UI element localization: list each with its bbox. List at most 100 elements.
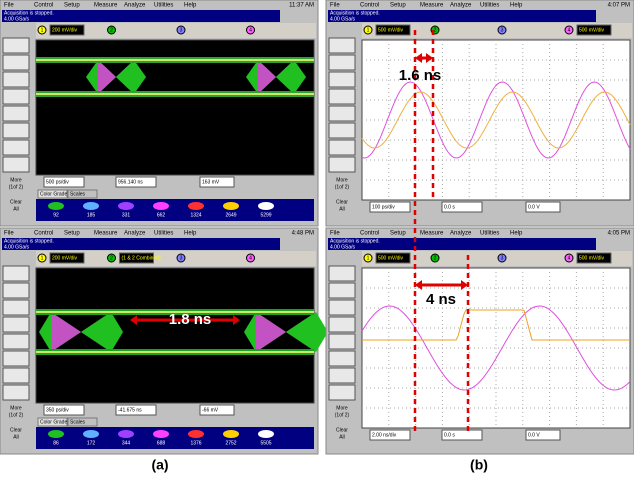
tool-button[interactable] xyxy=(329,351,355,366)
channel-id: 4 xyxy=(249,255,252,261)
grade-value: 1324 xyxy=(190,212,201,218)
tool-button[interactable] xyxy=(329,317,355,332)
tool-button[interactable] xyxy=(3,38,29,53)
tool-button[interactable] xyxy=(329,72,355,87)
menu-item[interactable]: Setup xyxy=(390,3,406,9)
side-button[interactable]: Clear xyxy=(336,427,348,433)
side-button[interactable]: More xyxy=(10,177,22,183)
side-button[interactable]: (1of 2) xyxy=(335,184,350,190)
side-button[interactable]: All xyxy=(339,434,345,440)
menu-item[interactable]: Analyze xyxy=(124,3,146,9)
side-button[interactable]: All xyxy=(13,206,19,212)
tab-label: Color Grade xyxy=(40,419,67,425)
side-button[interactable]: Clear xyxy=(10,199,22,205)
tool-button[interactable] xyxy=(329,89,355,104)
tool-button[interactable] xyxy=(3,368,29,383)
side-button[interactable]: Clear xyxy=(336,199,348,205)
tool-button[interactable] xyxy=(329,140,355,155)
menu-item[interactable]: Setup xyxy=(64,3,80,9)
side-button[interactable]: Clear xyxy=(10,427,22,433)
grade-swatch xyxy=(223,430,239,438)
grade-value: 2649 xyxy=(225,212,236,218)
status-text: 4.00 GSa/s xyxy=(4,244,30,250)
grade-value: 688 xyxy=(157,440,166,446)
tool-button[interactable] xyxy=(3,385,29,400)
tool-button[interactable] xyxy=(3,157,29,172)
side-button[interactable]: All xyxy=(13,434,19,440)
menu-item[interactable]: Setup xyxy=(390,231,406,237)
menu-item[interactable]: Utilities xyxy=(154,231,173,237)
menu-item[interactable]: Utilities xyxy=(480,3,499,9)
tool-button[interactable] xyxy=(329,106,355,121)
menu-item[interactable]: Analyze xyxy=(124,231,146,237)
tool-button[interactable] xyxy=(329,385,355,400)
grade-value: 662 xyxy=(157,212,166,218)
channel-scale: (1 & 2 Combined) xyxy=(122,255,162,261)
tool-button[interactable] xyxy=(3,140,29,155)
menu-item[interactable]: Utilities xyxy=(480,231,499,237)
tool-button[interactable] xyxy=(3,123,29,138)
side-button[interactable]: More xyxy=(336,177,348,183)
menu-item[interactable]: Help xyxy=(510,231,523,237)
caption: (b) xyxy=(470,457,488,473)
tool-button[interactable] xyxy=(3,266,29,281)
menu-item[interactable]: Analyze xyxy=(450,3,472,9)
grade-value: 5299 xyxy=(260,212,271,218)
menu-item[interactable]: Setup xyxy=(64,231,80,237)
figure: File Control Setup Measure Analyze Utilities H… xyxy=(0,0,634,478)
side-button[interactable]: (1of 2) xyxy=(9,184,24,190)
channel-id: 2 xyxy=(110,255,113,261)
tool-button[interactable] xyxy=(329,283,355,298)
tool-button[interactable] xyxy=(3,55,29,70)
tool-button[interactable] xyxy=(329,157,355,172)
grade-strip xyxy=(36,199,314,221)
status-text: 4.00 GSa/s xyxy=(330,16,356,22)
side-button[interactable]: More xyxy=(10,405,22,411)
menu-item[interactable]: Help xyxy=(510,3,523,9)
grade-value: 172 xyxy=(87,440,96,446)
grade-swatch xyxy=(83,430,99,438)
side-button[interactable]: (1of 2) xyxy=(335,412,350,418)
tool-button[interactable] xyxy=(3,72,29,87)
tool-button[interactable] xyxy=(329,300,355,315)
tool-button[interactable] xyxy=(329,55,355,70)
menu-item[interactable]: Measure xyxy=(420,3,444,9)
tool-button[interactable] xyxy=(3,283,29,298)
tool-button[interactable] xyxy=(3,317,29,332)
channel-id: 2 xyxy=(110,27,113,33)
menu-item[interactable]: Control xyxy=(360,231,379,237)
menu-item[interactable]: Control xyxy=(34,231,53,237)
side-button[interactable]: More xyxy=(336,405,348,411)
menu-item[interactable]: Control xyxy=(360,3,379,9)
menu-item[interactable]: File xyxy=(330,3,340,9)
tool-button[interactable] xyxy=(3,351,29,366)
menu-item[interactable]: File xyxy=(4,3,14,9)
tool-button[interactable] xyxy=(329,368,355,383)
menu-item[interactable]: File xyxy=(4,231,14,237)
menu-item[interactable]: Control xyxy=(34,3,53,9)
menu-item[interactable]: Utilities xyxy=(154,3,173,9)
tool-button[interactable] xyxy=(3,89,29,104)
setting-value: 500 ps/div xyxy=(46,179,69,185)
menu-item[interactable]: Measure xyxy=(94,231,118,237)
menu-item[interactable]: Measure xyxy=(420,231,444,237)
side-button[interactable]: (1of 2) xyxy=(9,412,24,418)
tool-button[interactable] xyxy=(329,334,355,349)
setting-value: 0.0 V xyxy=(528,432,540,438)
menu-item[interactable]: Measure xyxy=(94,3,118,9)
channel-id: 2 xyxy=(434,255,437,261)
menu-item[interactable]: Help xyxy=(184,231,197,237)
menu-item[interactable]: File xyxy=(330,231,340,237)
menu-item[interactable]: Analyze xyxy=(450,231,472,237)
channel-id: 1 xyxy=(367,255,370,261)
channel-id: 4 xyxy=(568,27,571,33)
tool-button[interactable] xyxy=(329,38,355,53)
tool-button[interactable] xyxy=(3,106,29,121)
tool-button[interactable] xyxy=(3,334,29,349)
side-button[interactable]: All xyxy=(339,206,345,212)
menu-item[interactable]: Help xyxy=(184,3,197,9)
tool-button[interactable] xyxy=(329,266,355,281)
tool-button[interactable] xyxy=(3,300,29,315)
grade-value: 185 xyxy=(87,212,96,218)
tool-button[interactable] xyxy=(329,123,355,138)
